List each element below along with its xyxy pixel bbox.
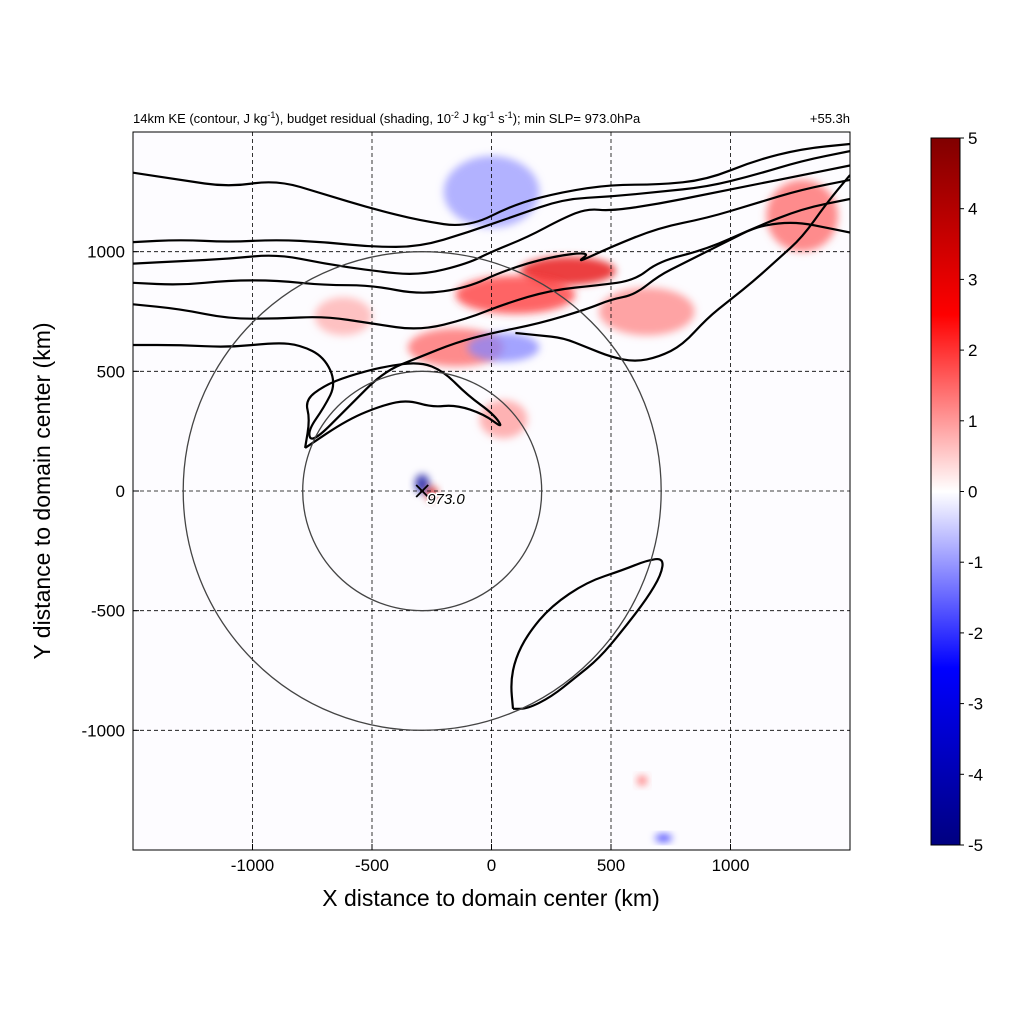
colorbar-tick-label: 1: [968, 412, 977, 431]
x-tick-label: -500: [355, 856, 389, 875]
x-tick-label: 500: [597, 856, 625, 875]
ke-contour-line: [515, 174, 850, 362]
range-circle-layer: [182, 251, 662, 731]
x-tick-label: 0: [487, 856, 496, 875]
x-tick-label: -1000: [231, 856, 274, 875]
colorbar-tick-label: -4: [968, 765, 983, 784]
residual-shading-blob: [455, 275, 576, 314]
title-superscript: -1: [505, 110, 513, 120]
forecast-time-label: +55.3h: [810, 111, 850, 126]
min-slp-label: 973.0: [427, 491, 465, 508]
colorbar-tick-label: 0: [968, 483, 977, 502]
colorbar-ticks: 5 4 3 2 1 0 -1 -2 -3 -4 -5: [960, 129, 983, 855]
ke-contour-line: [133, 197, 850, 330]
residual-shading-blob: [314, 297, 372, 336]
range-circle: [182, 251, 662, 731]
y-axis-ticks: -1000 -500 0 500 1000: [82, 243, 139, 740]
range-circle: [302, 370, 543, 612]
colorbar-tick-label: -5: [968, 836, 983, 855]
ke-contour-line: [510, 557, 664, 710]
chart-title: 14km KE (contour, J kg-1), budget residu…: [133, 110, 641, 126]
title-segment: ); min SLP= 973.0hPa: [513, 111, 641, 126]
colorbar-tick-label: -2: [968, 624, 983, 643]
residual-shading-blob: [637, 775, 647, 786]
x-axis-label: X distance to domain center (km): [322, 885, 659, 911]
y-tick-label: -500: [91, 602, 125, 621]
colorbar-tick-label: 5: [968, 129, 977, 148]
x-tick-label: 1000: [712, 856, 750, 875]
y-tick-label: 0: [116, 482, 125, 501]
residual-shading-blob: [425, 486, 438, 501]
ke-contour-line: [133, 142, 850, 227]
residual-shading-blob: [479, 400, 528, 439]
residual-shading-blob: [599, 287, 695, 336]
x-axis-ticks: -1000 -500 0 500 1000: [231, 844, 750, 875]
residual-shading-layer: [314, 155, 839, 842]
colorbar-tick-label: 4: [968, 200, 977, 219]
title-segment: J kg: [459, 111, 486, 126]
colorbar-tick-label: -1: [968, 553, 983, 572]
residual-shading-blob: [655, 834, 672, 842]
title-superscript: -2: [451, 110, 459, 120]
colorbar-tick-label: 2: [968, 341, 977, 360]
grid-layer: [133, 132, 850, 850]
residual-shading-blob: [766, 179, 839, 252]
ke-contour-line: [133, 164, 850, 275]
title-superscript: -1: [267, 110, 275, 120]
colorbar-gradient: [930, 137, 961, 846]
colorbar-tick-label: -3: [968, 695, 983, 714]
title-segment: 14km KE (contour, J kg: [133, 111, 267, 126]
ke-contour-layer: [133, 142, 850, 710]
ke-contour-line: [133, 221, 850, 440]
y-axis-label: Y distance to domain center (km): [29, 322, 55, 659]
y-tick-label: 500: [97, 362, 125, 381]
storm-center-cross-icon: [415, 484, 429, 498]
title-segment: s: [495, 111, 506, 126]
storm-center-marker: 973.0: [415, 484, 467, 510]
ke-contour-line: [133, 178, 850, 294]
plot-area: 973.0: [132, 131, 851, 851]
y-tick-label: 1000: [87, 243, 125, 262]
ke-contour-line: [133, 150, 850, 248]
colorbar-tick-label: 3: [968, 270, 977, 289]
title-segment: ), budget residual (shading, 10: [275, 111, 451, 126]
title-superscript: -1: [487, 110, 495, 120]
residual-shading-blob: [467, 333, 540, 362]
colorbar: 5 4 3 2 1 0 -1 -2 -3 -4 -5: [930, 129, 983, 855]
y-tick-label: -1000: [82, 721, 125, 740]
ke-contour-line: [304, 362, 502, 449]
